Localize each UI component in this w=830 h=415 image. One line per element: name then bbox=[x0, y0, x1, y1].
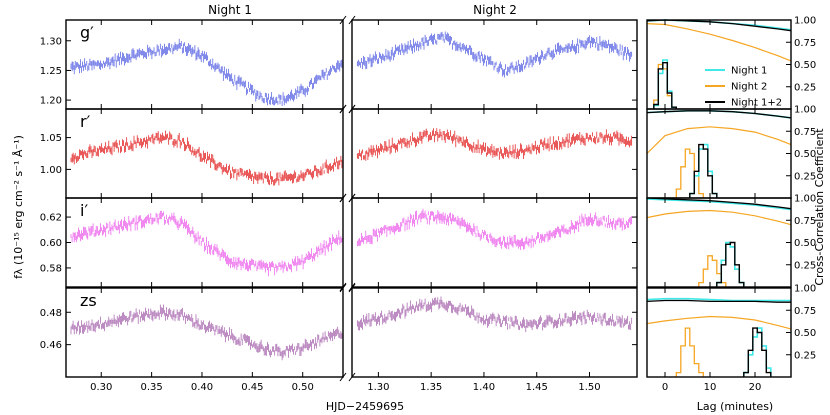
ccf-y-tick-label: 1.00 bbox=[794, 194, 816, 205]
ccf-y-tick-label: 0.50 bbox=[794, 238, 816, 249]
lag-histogram-combined bbox=[716, 241, 745, 287]
axis-break-mark bbox=[339, 15, 347, 25]
ccf-y-tick-label: 0.75 bbox=[794, 127, 816, 138]
ccf-x-tick-label: 20 bbox=[749, 382, 762, 393]
x-tick-label: 0.35 bbox=[140, 382, 162, 393]
ccf-curve-combined bbox=[646, 197, 792, 210]
lag-histogram-night2 bbox=[675, 148, 704, 198]
lc-frame-night2 bbox=[351, 19, 638, 110]
x-tick-label: 0.30 bbox=[90, 382, 112, 393]
lag-histogram-combined bbox=[653, 62, 677, 109]
y-axis-label-right: Cross-Correlation Coefficient bbox=[813, 128, 826, 286]
ccf-curve-night2 bbox=[646, 126, 792, 154]
lag-histogram-combined bbox=[743, 327, 772, 377]
ccf-y-tick-label: 0.75 bbox=[794, 38, 816, 49]
ccf-frame bbox=[646, 108, 792, 199]
y-tick-label: 0.48 bbox=[40, 308, 62, 319]
y-tick-label: 0.46 bbox=[40, 340, 62, 351]
x-tick-label: 0.40 bbox=[191, 382, 213, 393]
axis-break-mark bbox=[339, 104, 347, 114]
lightcurve-night2-band-2 bbox=[356, 208, 633, 250]
ccf-curve-combined bbox=[646, 299, 791, 303]
ccf-y-tick-label: 0.75 bbox=[794, 216, 816, 227]
lightcurve-night1-band-3 bbox=[70, 304, 344, 361]
axis-break-mark bbox=[348, 15, 356, 25]
band-label: g′ bbox=[80, 23, 94, 42]
ccf-y-tick-label: 0.75 bbox=[794, 306, 816, 317]
ccf-y-tick-label: 1.00 bbox=[794, 105, 816, 116]
lc-frame-night1 bbox=[65, 287, 344, 378]
y-tick-label: 1.25 bbox=[40, 66, 62, 77]
x-tick-label: 1.30 bbox=[367, 382, 389, 393]
lag-histogram-night2 bbox=[675, 327, 704, 377]
lc-frame-night2 bbox=[351, 108, 638, 199]
lightcurve-night2-band-1 bbox=[356, 128, 633, 161]
y-tick-label: 1.30 bbox=[40, 36, 62, 47]
legend-label-night2: Night 2 bbox=[731, 82, 767, 93]
legend-label-combined: Night 1+2 bbox=[731, 98, 782, 109]
x-tick-label: 0.45 bbox=[241, 382, 263, 393]
band-label: zs bbox=[80, 291, 97, 310]
ccf-curve-night1 bbox=[646, 198, 792, 211]
x-tick-label: 0.50 bbox=[292, 382, 314, 393]
band-label: r′ bbox=[80, 112, 91, 131]
axis-break-mark bbox=[339, 372, 347, 382]
ccf-y-tick-label: 0.25 bbox=[794, 171, 816, 182]
x-tick-label: 1.35 bbox=[420, 382, 442, 393]
ccf-curve-night2 bbox=[646, 315, 792, 330]
y-tick-label: 1.00 bbox=[40, 165, 62, 176]
x-tick-label: 1.50 bbox=[578, 382, 600, 393]
axis-break-mark bbox=[339, 283, 347, 293]
x-axis-label: HJD−2459695 bbox=[326, 400, 404, 413]
ccf-y-tick-label: 0.50 bbox=[794, 149, 816, 160]
ccf-curve-night2 bbox=[646, 209, 792, 226]
night1-title: Night 1 bbox=[208, 3, 252, 17]
ccf-curve-night2 bbox=[646, 23, 792, 62]
lag-axis-label: Lag (minutes) bbox=[697, 400, 773, 413]
ccf-y-tick-label: 1.00 bbox=[794, 16, 816, 27]
y-axis-label-left: fλ (10⁻¹⁵ erg cm⁻² s⁻¹ Å⁻¹) bbox=[12, 135, 25, 279]
ccf-y-tick-label: 0.50 bbox=[794, 328, 816, 339]
x-tick-label: 1.40 bbox=[473, 382, 495, 393]
axis-break-mark bbox=[348, 372, 356, 382]
lag-histogram-night2 bbox=[653, 63, 677, 109]
lag-histogram-combined bbox=[689, 143, 718, 198]
night2-title: Night 2 bbox=[473, 3, 517, 17]
lightcurve-night1-band-1 bbox=[70, 130, 344, 186]
y-tick-label: 0.60 bbox=[40, 238, 62, 249]
axis-break-mark bbox=[339, 282, 347, 292]
lightcurve-night1-band-0 bbox=[70, 38, 344, 106]
y-tick-label: 1.20 bbox=[40, 96, 62, 107]
lc-frame-night2 bbox=[351, 287, 638, 378]
ccf-y-tick-label: 1.00 bbox=[794, 284, 816, 295]
ccf-curve-combined bbox=[646, 110, 792, 119]
ccf-y-tick-label: 0.25 bbox=[794, 82, 816, 93]
axis-break-mark bbox=[348, 283, 356, 293]
lightcurve-night2-band-3 bbox=[356, 296, 633, 333]
x-tick-label: 1.45 bbox=[526, 382, 548, 393]
ccf-x-tick-label: 10 bbox=[704, 382, 717, 393]
lightcurve-night1-band-2 bbox=[70, 210, 344, 277]
ccf-curve-night1 bbox=[646, 297, 791, 302]
legend-label-night1: Night 1 bbox=[731, 66, 767, 77]
band-label: i′ bbox=[80, 201, 88, 220]
ccf-y-tick-label: 0.50 bbox=[794, 60, 816, 71]
lightcurve-night2-band-0 bbox=[356, 31, 633, 78]
axis-break-mark bbox=[348, 282, 356, 292]
axis-break-mark bbox=[339, 193, 347, 203]
lc-frame-night2 bbox=[351, 197, 638, 288]
ccf-x-tick-label: 0 bbox=[662, 382, 668, 393]
y-tick-label: 0.58 bbox=[40, 263, 62, 274]
lag-histogram-night1 bbox=[653, 59, 678, 109]
ccf-y-tick-label: 0.25 bbox=[794, 260, 816, 271]
plot-layer: 1.20 1.25 1.30 g′ 0.25 0.50 0.75 1.00 Night 1 Nig… bbox=[40, 16, 817, 394]
y-tick-label: 0.62 bbox=[40, 213, 62, 224]
ccf-y-tick-label: 0.25 bbox=[794, 350, 816, 361]
y-tick-label: 1.05 bbox=[40, 133, 62, 144]
axis-break-mark bbox=[348, 104, 356, 114]
axis-break-mark bbox=[348, 193, 356, 203]
